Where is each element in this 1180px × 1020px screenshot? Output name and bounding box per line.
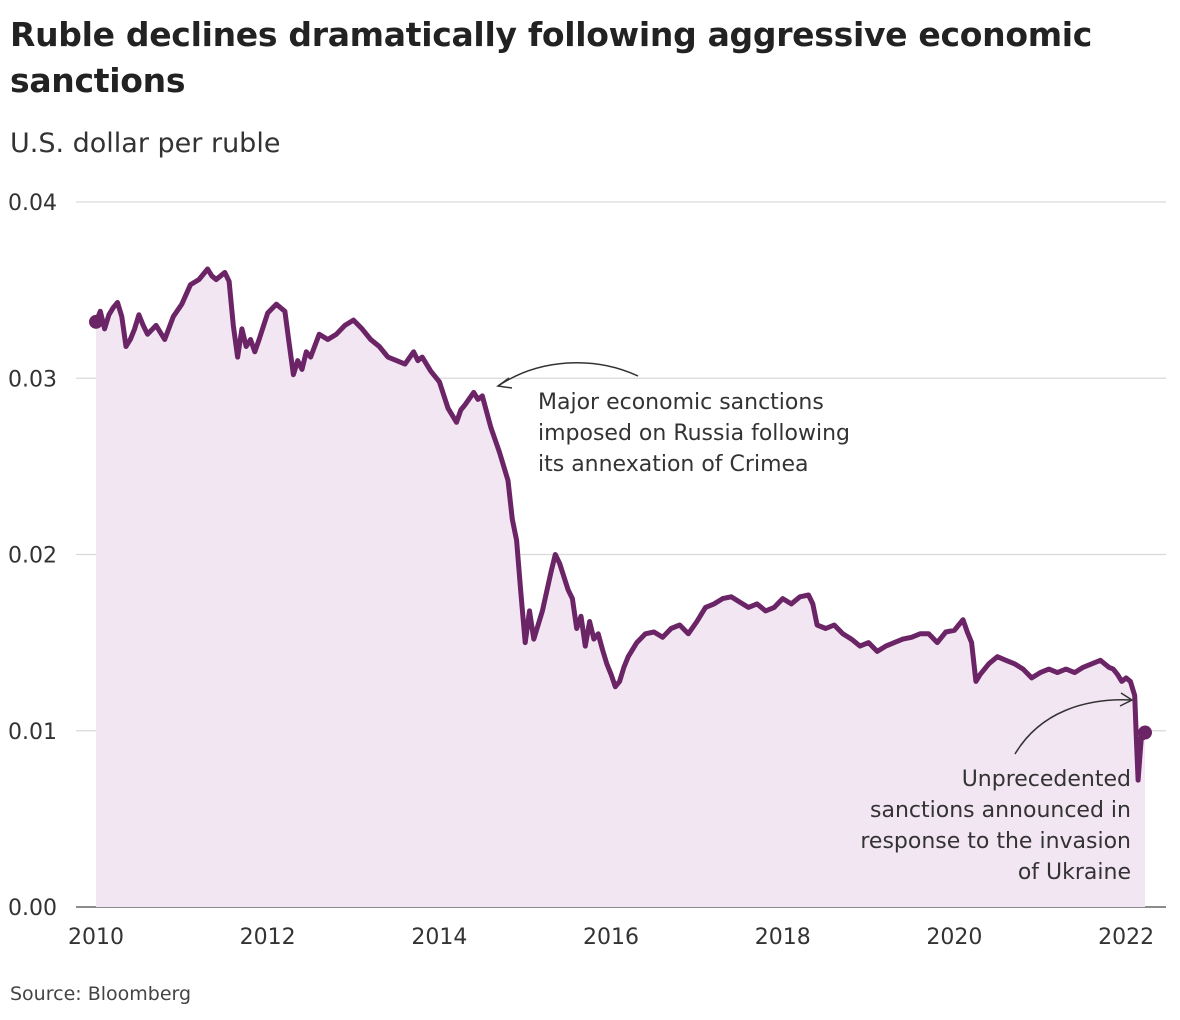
x-tick-label: 2020: [926, 925, 982, 950]
annotation-line: its annexation of Crimea: [538, 452, 809, 477]
annotation-arrow-ukraine: [1014, 699, 1133, 755]
y-tick-label: 0.00: [8, 896, 57, 921]
x-tick-label: 2014: [411, 925, 467, 950]
x-tick-label: 2016: [583, 925, 639, 950]
annotation-line: imposed on Russia following: [538, 421, 850, 446]
annotation-line: response to the invasion: [860, 829, 1131, 854]
x-tick-label: 2018: [755, 925, 811, 950]
x-tick-label: 2022: [1098, 925, 1154, 950]
annotation-crimea: Major economic sanctions imposed on Russi…: [538, 390, 850, 477]
x-tick-label: 2010: [68, 925, 124, 950]
line-layer: [89, 266, 1152, 783]
y-tick-label: 0.01: [8, 720, 57, 745]
arrowhead-icon: [1119, 692, 1134, 707]
y-axis-unit-label: U.S. dollar per ruble: [10, 128, 281, 159]
source-note: Source: Bloomberg: [10, 983, 192, 1005]
area-layer: [96, 269, 1145, 907]
annotations: Major economic sanctions imposed on Russi…: [496, 362, 1134, 885]
series-line: [93, 266, 1148, 783]
arrowhead-icon: [496, 377, 513, 389]
y-tick-label: 0.02: [8, 544, 57, 569]
chart-title: Ruble declines dramatically following ag…: [10, 15, 1093, 100]
y-axis: 0.00 0.01 0.02 0.03 0.04: [8, 191, 57, 921]
annotation-line: Major economic sanctions: [538, 390, 824, 415]
annotation-arrow-crimea: [497, 362, 639, 387]
start-point-marker: [89, 314, 103, 329]
y-tick-label: 0.04: [8, 191, 57, 216]
annotation-line: of Ukraine: [1018, 860, 1131, 885]
annotation-line: Unprecedented: [962, 767, 1131, 792]
x-axis: 2010 2012 2014 2016 2018 2020 2022: [68, 925, 1154, 950]
annotation-ukraine: Unprecedented sanctions announced in respo…: [860, 767, 1131, 885]
end-point-marker: [1138, 725, 1152, 740]
area-fill: [96, 269, 1145, 907]
y-tick-label: 0.03: [8, 367, 57, 392]
annotation-line: sanctions announced in: [870, 798, 1131, 823]
x-tick-label: 2012: [240, 925, 296, 950]
